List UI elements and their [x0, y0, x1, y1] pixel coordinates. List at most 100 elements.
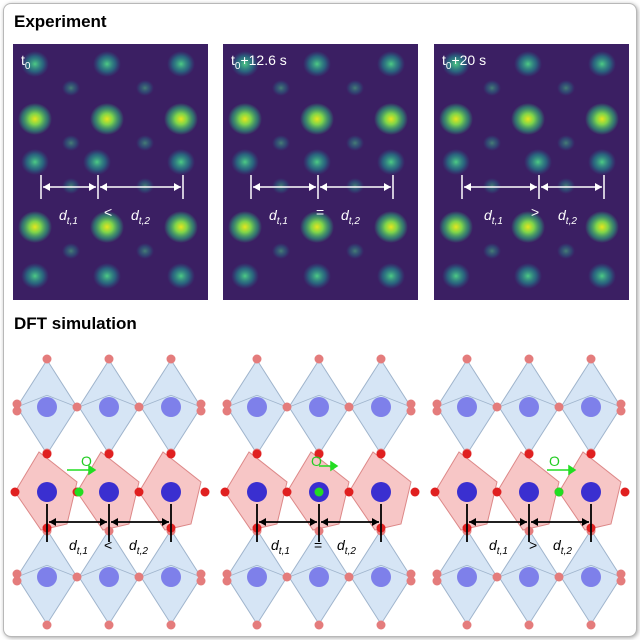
atom-spot [167, 149, 195, 175]
stem-image-1 [13, 44, 208, 300]
distance-label-t1: dt,1 [59, 207, 78, 227]
atom-spot [374, 211, 408, 243]
oxygen-atom [492, 402, 502, 412]
cation-atom-top [37, 397, 57, 417]
atom-spot [21, 51, 49, 77]
atom-spot-faint [62, 135, 80, 151]
cation-atom-middle [247, 482, 267, 502]
oxygen-atom-middle [430, 487, 440, 497]
oxygen-atom [104, 354, 114, 364]
atom-spot-faint [272, 135, 290, 151]
oxygen-atom-middle [282, 487, 292, 497]
migrating-oxygen-atom [314, 487, 324, 497]
oxygen-atom [222, 569, 232, 579]
oxygen-atom [72, 572, 82, 582]
atom-spot-faint [483, 243, 501, 259]
oxygen-atom [554, 572, 564, 582]
oxygen-atom-middle [586, 449, 596, 459]
atom-spot-faint [483, 80, 501, 96]
oxygen-atom [196, 569, 206, 579]
atom-spot [231, 51, 259, 77]
oxygen-atom [462, 620, 472, 630]
oxygen-atom [616, 406, 626, 416]
dft-distance-label-t2: dt,2 [129, 537, 148, 557]
atom-spot [300, 211, 334, 243]
oxygen-label-3: O [549, 453, 560, 469]
oxygen-atom [282, 402, 292, 412]
oxygen-atom [462, 354, 472, 364]
atom-spot-faint [272, 178, 290, 194]
atom-spot-faint [557, 178, 575, 194]
cation-atom-middle [519, 482, 539, 502]
atom-spot [167, 51, 195, 77]
atom-spot [18, 211, 52, 243]
oxygen-atom [586, 354, 596, 364]
cation-atom-middle [99, 482, 119, 502]
atom-spot-faint [346, 178, 364, 194]
oxygen-atom [104, 620, 114, 630]
dft-measurement-arrows [256, 504, 382, 542]
oxygen-atom [196, 406, 206, 416]
dft-distance-label-t1: dt,1 [69, 537, 88, 557]
cation-atom-top [457, 397, 477, 417]
atom-spot-faint [136, 135, 154, 151]
oxygen-atom [222, 399, 232, 409]
dft-comparator-1: < [104, 537, 113, 553]
atom-spot-faint [62, 178, 80, 194]
cation-atom-bottom [457, 567, 477, 587]
atom-spot [374, 103, 408, 135]
oxygen-atom [12, 576, 22, 586]
oxygen-arrow [319, 460, 339, 472]
oxygen-atom-middle [200, 487, 210, 497]
atom-spot-faint [346, 135, 364, 151]
atom-spot [377, 51, 405, 77]
atom-spot [514, 263, 542, 289]
oxygen-atom [222, 406, 232, 416]
oxygen-atom [406, 406, 416, 416]
oxygen-arrow [67, 464, 97, 476]
atom-spot [588, 263, 616, 289]
oxygen-atom [616, 399, 626, 409]
cation-atom-middle [161, 482, 181, 502]
arrow-heads [464, 183, 602, 191]
dft-distance-label-t1: dt,1 [271, 537, 290, 557]
dft-measurement-arrows [46, 504, 172, 542]
atom-spot [514, 51, 542, 77]
dft-arrow-heads [259, 518, 379, 526]
stem-image-3 [434, 44, 629, 300]
atom-spot [93, 263, 121, 289]
atom-spot [585, 103, 619, 135]
atom-spot [83, 149, 111, 175]
cation-atom-bottom [371, 567, 391, 587]
oxygen-atom-middle [166, 449, 176, 459]
atom-spot [303, 51, 331, 77]
comparator-1: < [104, 204, 113, 220]
oxygen-arrow [547, 464, 577, 476]
cation-atom-bottom [581, 567, 601, 587]
dft-panel-2: O dt,1 = dt,2 [219, 349, 424, 636]
oxygen-atom [524, 354, 534, 364]
time-label-2: t0+12.6 s [231, 52, 287, 72]
cation-atom-top [247, 397, 267, 417]
atom-spot-faint [272, 80, 290, 96]
atom-spot [439, 211, 473, 243]
cation-atom-top [519, 397, 539, 417]
migrating-oxygen-atom [554, 487, 564, 497]
cation-atom-bottom [37, 567, 57, 587]
atom-spot-faint [483, 178, 501, 194]
dft-title: DFT simulation [14, 314, 137, 333]
oxygen-atom [406, 569, 416, 579]
atom-spot [303, 263, 331, 289]
atom-spot [588, 149, 616, 175]
structure-model-1 [10, 354, 210, 630]
arrow-heads [253, 183, 391, 191]
cation-atom-top [161, 397, 181, 417]
cation-atom-bottom [247, 567, 267, 587]
dft-distance-label-t1: dt,1 [489, 537, 508, 557]
cation-atom-top [581, 397, 601, 417]
atom-spot [439, 103, 473, 135]
atom-spot [231, 263, 259, 289]
atom-spot-faint [483, 135, 501, 151]
dft-measurement-arrows [466, 504, 592, 542]
oxygen-atom-middle [10, 487, 20, 497]
